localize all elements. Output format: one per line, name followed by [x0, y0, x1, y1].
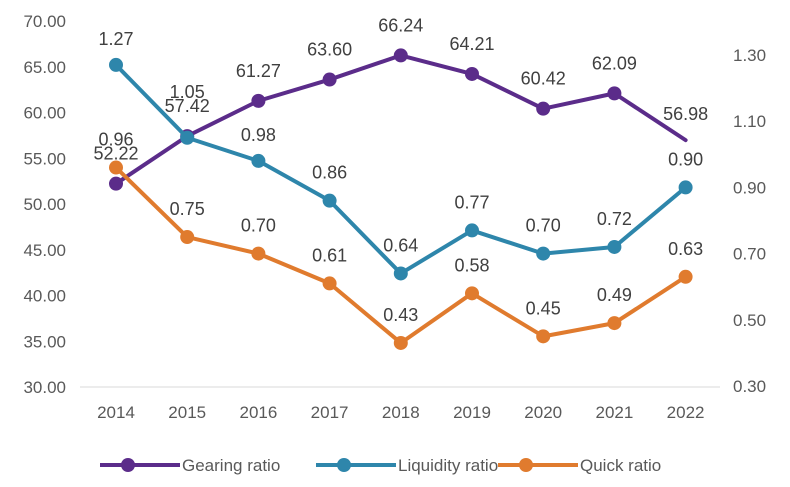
gearing-ratio-point — [465, 66, 479, 81]
right-tick-label: 1.10 — [733, 112, 766, 131]
quick-ratio-point — [536, 329, 551, 344]
liquidity-ratio-point — [607, 239, 622, 254]
gearing-ratio-data-label: 64.21 — [449, 34, 494, 54]
left-tick-label: 50.00 — [23, 195, 66, 214]
x-tick-label: 2018 — [382, 403, 420, 422]
liquidity-ratio-point — [251, 153, 266, 168]
legend-label-quick-ratio: Quick ratio — [580, 456, 661, 475]
quick-ratio-data-label: 0.75 — [170, 199, 205, 219]
right-tick-label: 0.70 — [733, 245, 766, 264]
quick-ratio-data-label: 0.45 — [526, 298, 561, 318]
left-axis: 30.00 35.00 40.00 45.00 50.00 55.00 60.00 65.00… — [23, 12, 66, 397]
gearing-ratio-data-label: 52.22 — [93, 144, 138, 164]
x-axis: 2014 2015 2016 2017 2018 2019 2020 2021 2022 — [97, 403, 704, 422]
quick-ratio-series — [109, 160, 693, 350]
legend-item-gearing-ratio: Gearing ratio — [100, 456, 280, 475]
quick-ratio-point — [251, 246, 266, 261]
legend-label-liquidity-ratio: Liquidity ratio — [398, 456, 498, 475]
quick-ratio-data-label: 0.96 — [98, 130, 133, 150]
right-tick-label: 1.30 — [733, 46, 766, 65]
gearing-ratio-point — [536, 101, 551, 116]
quick-ratio-data-label: 0.49 — [597, 285, 632, 305]
quick-ratio-point — [465, 286, 479, 301]
legend-marker-quick-ratio — [519, 458, 533, 472]
gearing-ratio-point — [393, 48, 408, 63]
liquidity-ratio-point — [465, 223, 479, 238]
left-tick-label: 30.00 — [23, 378, 66, 397]
quick-ratio-point — [607, 316, 622, 331]
liquidity-ratio-data-label: 1.05 — [170, 82, 205, 102]
gearing-ratio-data-label: 66.24 — [378, 15, 423, 35]
x-tick-label: 2014 — [97, 403, 135, 422]
legend-marker-liquidity-ratio — [337, 458, 351, 472]
gearing-ratio-point — [607, 86, 622, 101]
gearing-ratio-data-label: 57.42 — [165, 96, 210, 116]
liquidity-ratio-point — [109, 57, 123, 72]
liquidity-ratio-series — [109, 57, 693, 281]
quick-ratio-data-label: 0.70 — [241, 216, 276, 236]
liquidity-ratio-data-label: 0.64 — [383, 235, 418, 255]
right-tick-label: 0.30 — [733, 377, 766, 396]
quick-ratio-point — [109, 160, 123, 175]
liquidity-ratio-data-label: 0.77 — [454, 192, 489, 212]
legend-item-quick-ratio: Quick ratio — [498, 456, 661, 475]
x-tick-label: 2015 — [168, 403, 206, 422]
right-axis: 0.30 0.50 0.70 0.90 1.10 1.30 — [733, 46, 766, 396]
gearing-ratio-data-label: 60.42 — [521, 69, 566, 89]
quick-ratio-data-label: 0.63 — [668, 239, 703, 259]
quick-ratio-point — [180, 230, 195, 245]
quick-ratio-data-label: 0.58 — [454, 255, 489, 275]
x-tick-label: 2020 — [524, 403, 562, 422]
left-tick-label: 45.00 — [23, 241, 66, 260]
gearing-ratio-point — [109, 176, 123, 191]
quick-ratio-point — [322, 276, 337, 291]
legend: Gearing ratio Liquidity ratio Quick ratio — [100, 456, 661, 475]
liquidity-ratio-data-label: 0.72 — [597, 209, 632, 229]
legend-item-liquidity-ratio: Liquidity ratio — [316, 456, 498, 475]
left-tick-label: 40.00 — [23, 287, 66, 306]
liquidity-ratio-data-label: 0.70 — [526, 216, 561, 236]
x-tick-label: 2019 — [453, 403, 491, 422]
gearing-ratio-line — [114, 53, 688, 186]
right-tick-label: 0.50 — [733, 311, 766, 330]
liquidity-ratio-data-label: 0.98 — [241, 125, 276, 145]
liquidity-ratio-data-label: 0.90 — [668, 149, 703, 169]
left-tick-label: 60.00 — [23, 104, 66, 123]
left-tick-label: 70.00 — [23, 12, 66, 31]
series-layer: 52.22 57.42 61.27 63.60 66.24 64.21 60.42 62.09… — [93, 15, 708, 350]
liquidity-ratio-data-label: 1.27 — [98, 29, 133, 49]
left-tick-label: 55.00 — [23, 149, 66, 168]
x-tick-label: 2022 — [667, 403, 705, 422]
gearing-ratio-point — [322, 72, 337, 87]
quick-ratio-data-label: 0.61 — [312, 245, 347, 265]
liquidity-ratio-point — [322, 193, 337, 208]
gearing-ratio-data-label: 61.27 — [236, 61, 281, 81]
right-tick-label: 0.90 — [733, 178, 766, 197]
gearing-ratio-data-label: 56.98 — [663, 104, 708, 124]
liquidity-ratio-point — [536, 246, 551, 261]
left-tick-label: 65.00 — [23, 58, 66, 77]
quick-ratio-point — [678, 269, 693, 284]
gearing-ratio-data-label: 62.09 — [592, 53, 637, 73]
liquidity-ratio-point — [678, 180, 693, 195]
left-tick-label: 35.00 — [23, 332, 66, 351]
liquidity-ratio-data-label: 0.86 — [312, 163, 347, 183]
liquidity-ratio-point — [180, 130, 195, 145]
gearing-ratio-point — [251, 93, 266, 108]
legend-label-gearing-ratio: Gearing ratio — [182, 456, 280, 475]
quick-ratio-point — [393, 335, 408, 350]
liquidity-ratio-point — [393, 266, 408, 281]
x-tick-label: 2017 — [311, 403, 349, 422]
legend-marker-gearing-ratio — [121, 458, 135, 472]
quick-ratio-data-label: 0.43 — [383, 305, 418, 325]
gearing-ratio-data-label: 63.60 — [307, 40, 352, 60]
x-tick-label: 2021 — [595, 403, 633, 422]
x-tick-label: 2016 — [239, 403, 277, 422]
